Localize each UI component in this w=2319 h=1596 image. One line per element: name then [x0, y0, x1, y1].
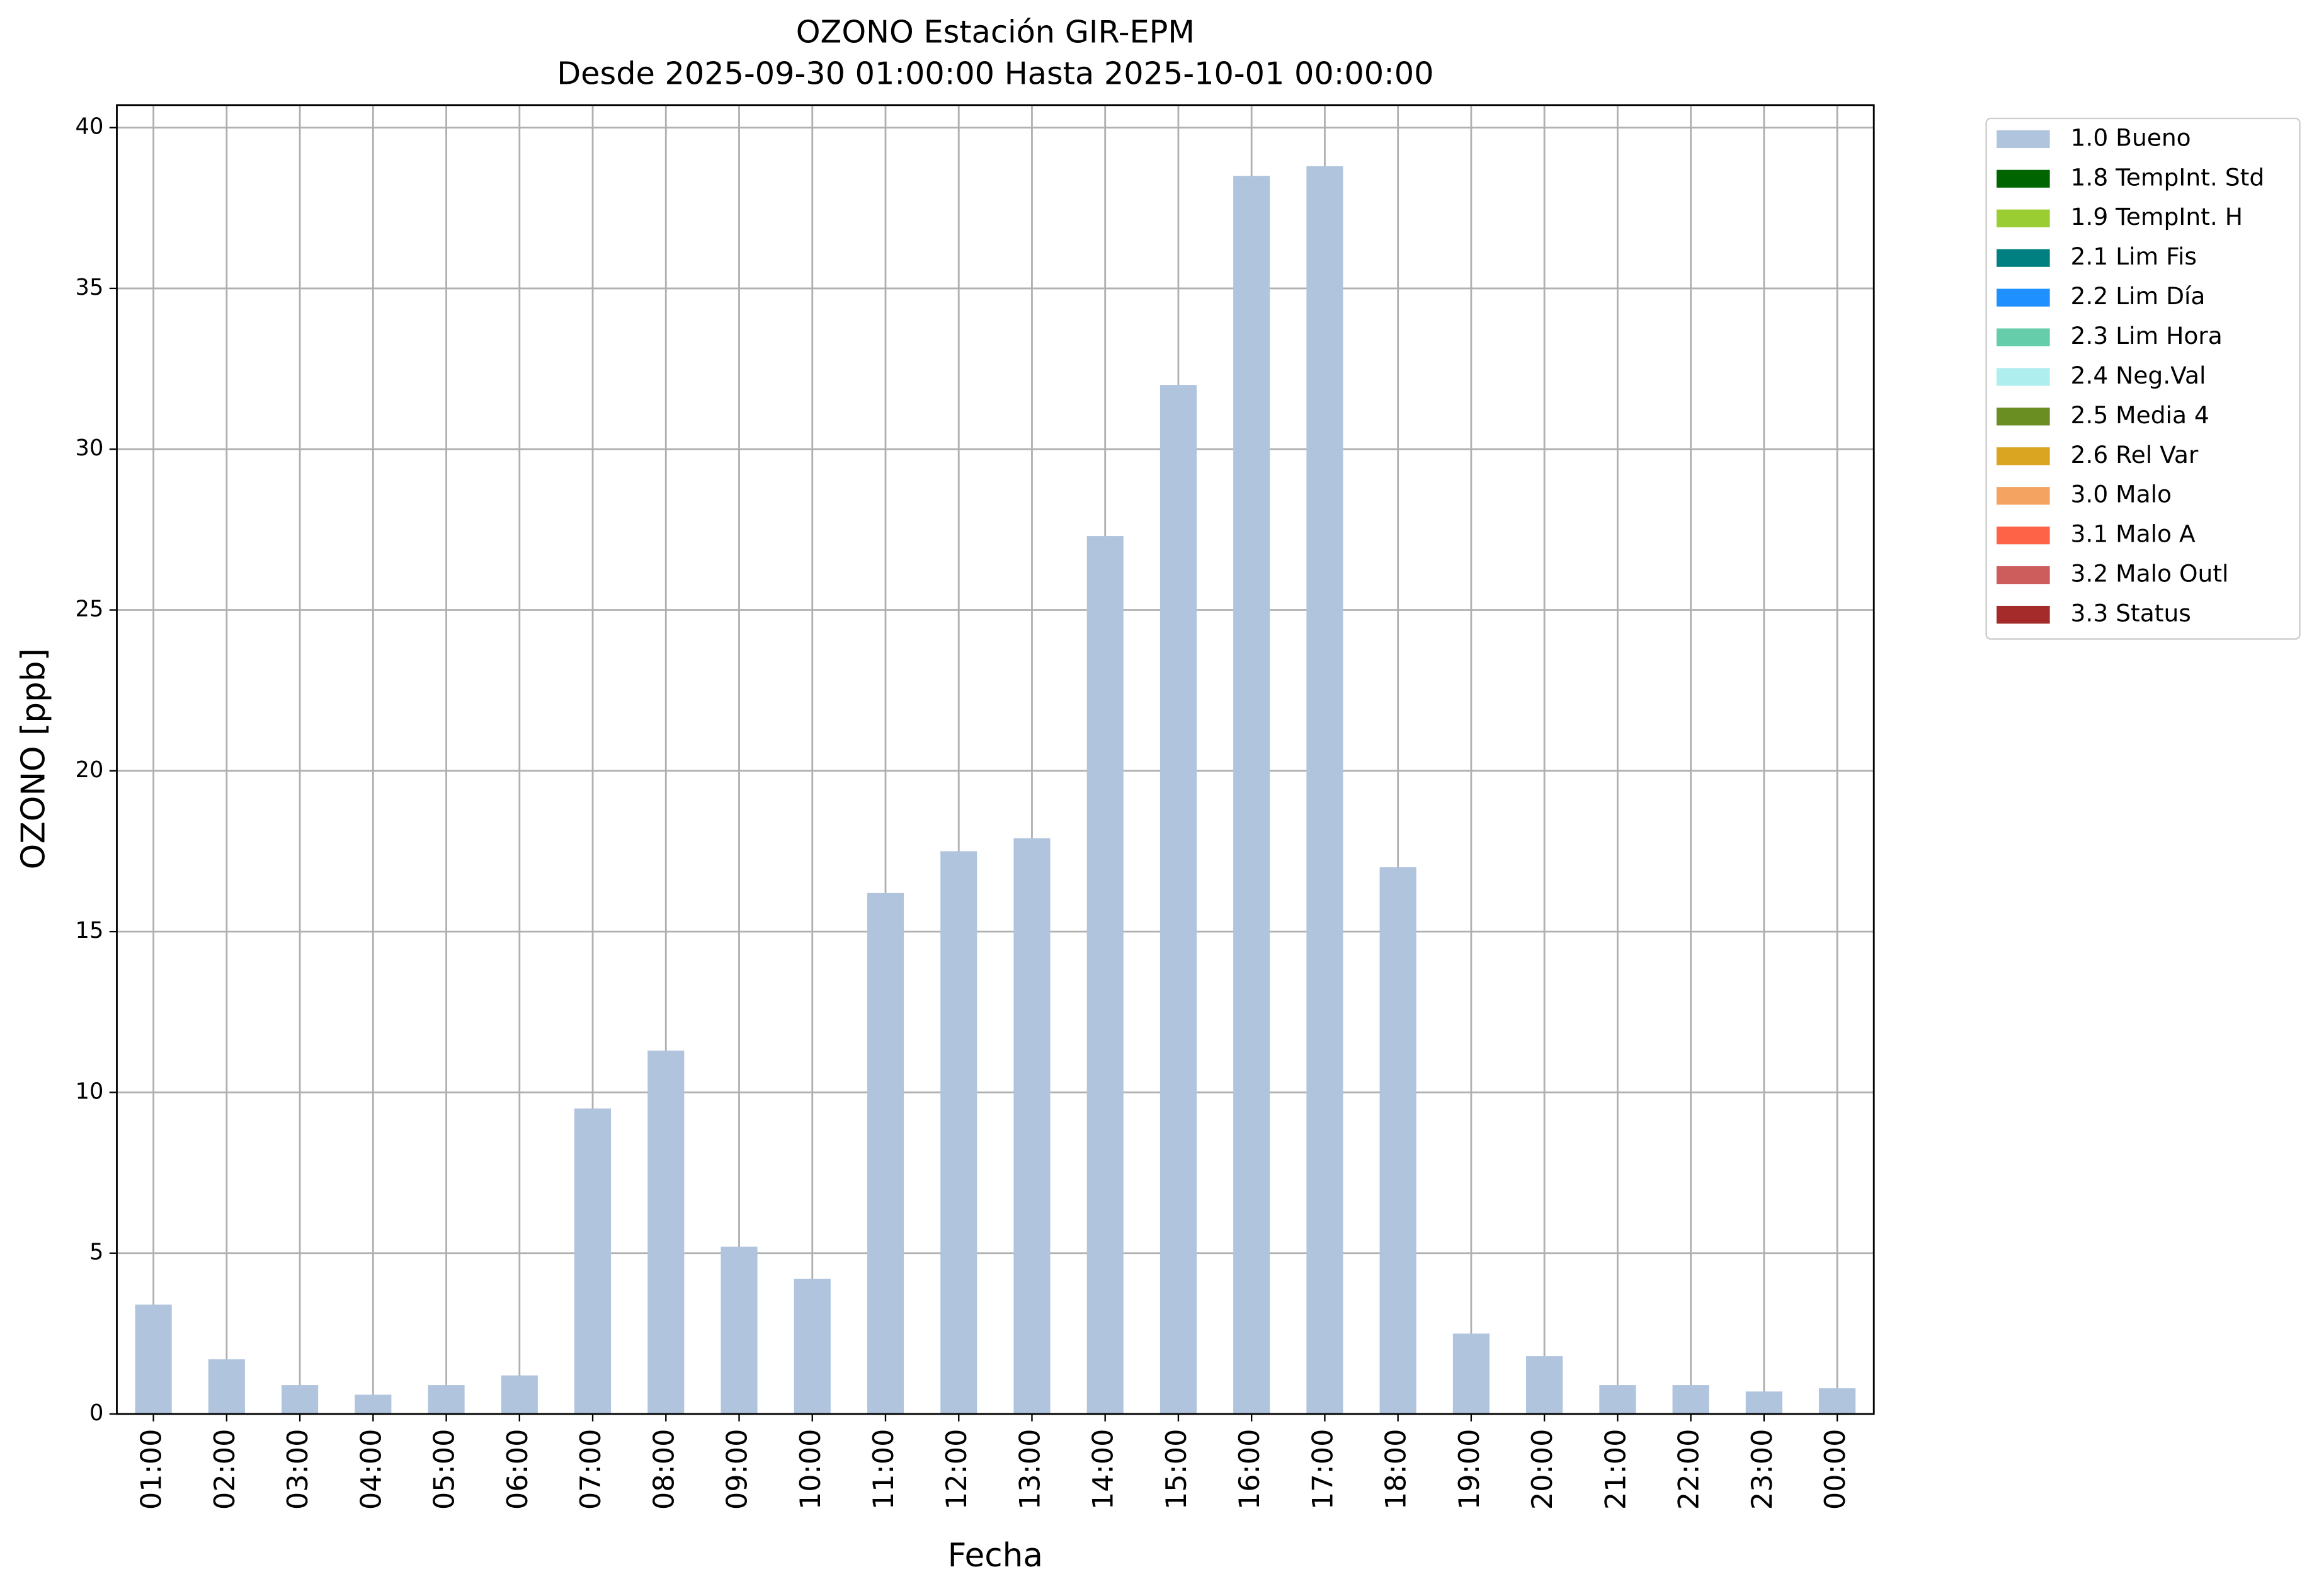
x-tick-label: 23:00 [1746, 1429, 1779, 1510]
legend-label: 3.2 Malo Outl [2071, 560, 2229, 588]
legend-label: 2.1 Lim Fis [2071, 242, 2197, 270]
bar [135, 1304, 172, 1415]
bar [794, 1279, 831, 1415]
bar [1599, 1385, 1636, 1415]
x-tick-label: 08:00 [647, 1429, 680, 1510]
bar [1452, 1333, 1490, 1415]
legend-swatch [1997, 605, 2050, 624]
legend-swatch [1997, 169, 2050, 188]
x-tick-label: 11:00 [867, 1429, 900, 1510]
chart-title: OZONO Estación GIR-EPM [796, 14, 1195, 50]
bar [1819, 1388, 1856, 1415]
x-tick-label: 01:00 [135, 1429, 168, 1510]
legend-label: 2.3 Lim Hora [2071, 322, 2223, 350]
y-tick-label: 20 [76, 757, 104, 783]
legend-swatch [1997, 288, 2050, 307]
bar [1379, 867, 1416, 1415]
legend-swatch [1997, 368, 2050, 386]
x-tick-label: 13:00 [1013, 1429, 1046, 1510]
y-tick-label: 35 [76, 275, 104, 300]
x-tick-label: 14:00 [1087, 1429, 1120, 1510]
legend-swatch [1997, 447, 2050, 465]
legend-swatch [1997, 527, 2050, 545]
y-tick-label: 10 [76, 1078, 104, 1104]
y-tick-label: 15 [76, 918, 104, 943]
bars [135, 166, 1856, 1415]
x-tick-label: 17:00 [1306, 1429, 1339, 1510]
legend-label: 2.5 Media 4 [2071, 401, 2209, 429]
x-tick-label: 07:00 [574, 1429, 607, 1510]
bar [1160, 385, 1197, 1415]
y-tick-label: 0 [89, 1400, 103, 1426]
bar [1526, 1356, 1563, 1415]
x-tick-label: 02:00 [208, 1429, 241, 1510]
chart-subtitle: Desde 2025-09-30 01:00:00 Hasta 2025-10-… [557, 55, 1433, 91]
x-tick-label: 18:00 [1380, 1429, 1413, 1510]
y-tick-label: 25 [76, 596, 104, 622]
legend-swatch [1997, 408, 2050, 426]
x-tick-label: 15:00 [1160, 1429, 1193, 1510]
legend-label: 1.8 TempInt. Std [2071, 163, 2265, 191]
legend: 1.0 Bueno 1.8 TempInt. Std 1.9 TempInt. H 2… [1985, 117, 2301, 640]
legend-swatch [1997, 209, 2050, 227]
x-tick-label: 10:00 [794, 1429, 827, 1510]
bar [1745, 1391, 1782, 1415]
legend-label: 2.2 Lim Día [2071, 282, 2206, 310]
legend-swatch [1997, 249, 2050, 267]
legend-label: 1.9 TempInt. H [2071, 203, 2243, 231]
x-tick-label: 19:00 [1453, 1429, 1486, 1510]
legend-label: 3.1 Malo A [2071, 520, 2196, 548]
bar [867, 892, 904, 1415]
legend-swatch [1997, 487, 2050, 505]
y-tick-label: 5 [89, 1240, 103, 1265]
bar [428, 1385, 465, 1415]
x-tick-label: 12:00 [940, 1429, 973, 1510]
x-tick-label: 04:00 [355, 1429, 387, 1510]
x-tick-label: 16:00 [1233, 1429, 1266, 1510]
legend-frame [1985, 117, 2301, 640]
legend-label: 3.3 Status [2071, 600, 2191, 627]
x-tick-label: 00:00 [1819, 1429, 1852, 1510]
legend-label: 3.0 Malo [2071, 481, 2172, 508]
plot-frame [116, 104, 1875, 1415]
bar [940, 851, 977, 1415]
x-tick-label: 21:00 [1599, 1429, 1632, 1510]
legend-swatch [1997, 566, 2050, 584]
legend-label: 2.4 Neg.Val [2071, 362, 2206, 389]
x-axis-label: Fecha [948, 1537, 1043, 1575]
legend-swatch [1997, 328, 2050, 346]
bar [355, 1394, 392, 1415]
bar [1233, 176, 1270, 1415]
y-axis-label: OZONO [ppb] [14, 648, 52, 869]
x-tick-label: 05:00 [428, 1429, 461, 1510]
x-tick-label: 09:00 [721, 1429, 754, 1510]
bar [1086, 536, 1124, 1415]
bar [282, 1385, 319, 1415]
y-tick-label: 40 [76, 114, 104, 140]
bar [501, 1375, 538, 1415]
legend-label: 2.6 Rel Var [2071, 441, 2199, 469]
x-tick-label: 22:00 [1673, 1429, 1706, 1510]
legend-label: 1.0 Bueno [2071, 123, 2191, 151]
bar [1672, 1385, 1709, 1415]
x-tick-label: 03:00 [282, 1429, 314, 1510]
x-tick-label: 06:00 [501, 1429, 534, 1510]
bar [1306, 166, 1343, 1415]
x-tick-label: 20:00 [1526, 1429, 1559, 1510]
bar [208, 1359, 245, 1415]
y-tick-label: 30 [76, 435, 104, 461]
legend-swatch [1997, 130, 2050, 148]
bar [574, 1108, 612, 1415]
bar [1013, 838, 1051, 1415]
bar [647, 1051, 685, 1415]
bar [721, 1246, 758, 1415]
